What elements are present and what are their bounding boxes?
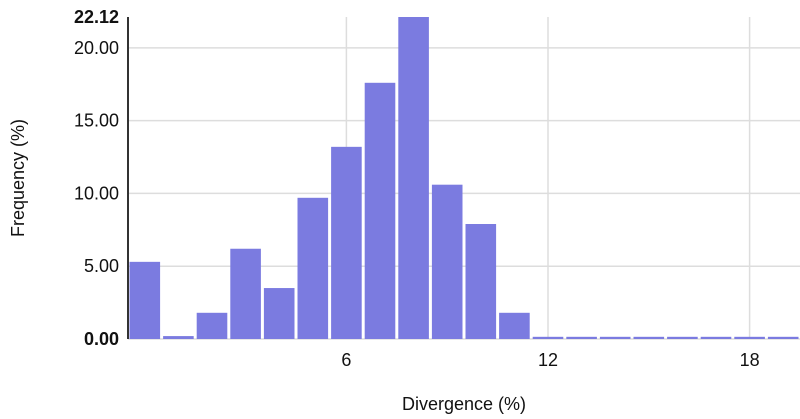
- x-tick-label: 18: [740, 350, 760, 370]
- histogram-bar: [599, 336, 631, 339]
- histogram-bar: [700, 336, 732, 339]
- bars: [129, 17, 799, 339]
- histogram-bar: [566, 336, 597, 339]
- histogram-bar: [633, 336, 665, 339]
- histogram-bar: [465, 224, 497, 339]
- histogram-bar: [767, 336, 799, 339]
- histogram-bar: [667, 336, 698, 339]
- y-tick-label: 5.00: [84, 256, 119, 276]
- y-tick-labels: 0.00 5.00 10.00 15.00 20.00 22.12: [74, 7, 119, 349]
- histogram-bar: [532, 336, 564, 339]
- x-tick-label: 6: [341, 350, 351, 370]
- x-axis-title: Divergence (%): [402, 394, 526, 414]
- histogram-bar: [431, 184, 463, 339]
- histogram-bar: [230, 248, 261, 339]
- histogram-bar: [364, 82, 396, 339]
- histogram-bar: [196, 312, 228, 339]
- histogram-bar: [499, 312, 530, 339]
- histogram-bar: [163, 336, 194, 339]
- histogram-bar: [129, 261, 161, 339]
- histogram-bar: [331, 146, 362, 339]
- grid-lines: [128, 17, 800, 340]
- y-tick-label: 20.00: [74, 38, 119, 58]
- histogram-bar: [263, 288, 295, 339]
- y-max-label: 22.12: [74, 7, 119, 27]
- x-tick-label: 12: [538, 350, 558, 370]
- histogram-bar: [297, 197, 329, 339]
- y-axis-title: Frequency (%): [8, 119, 28, 237]
- y-tick-label: 15.00: [74, 111, 119, 131]
- histogram-bar: [398, 17, 429, 339]
- y-tick-label: 10.00: [74, 183, 119, 203]
- y-tick-label: 0.00: [84, 329, 119, 349]
- histogram-bar: [734, 336, 765, 339]
- x-tick-labels: 6 12 18: [341, 350, 759, 370]
